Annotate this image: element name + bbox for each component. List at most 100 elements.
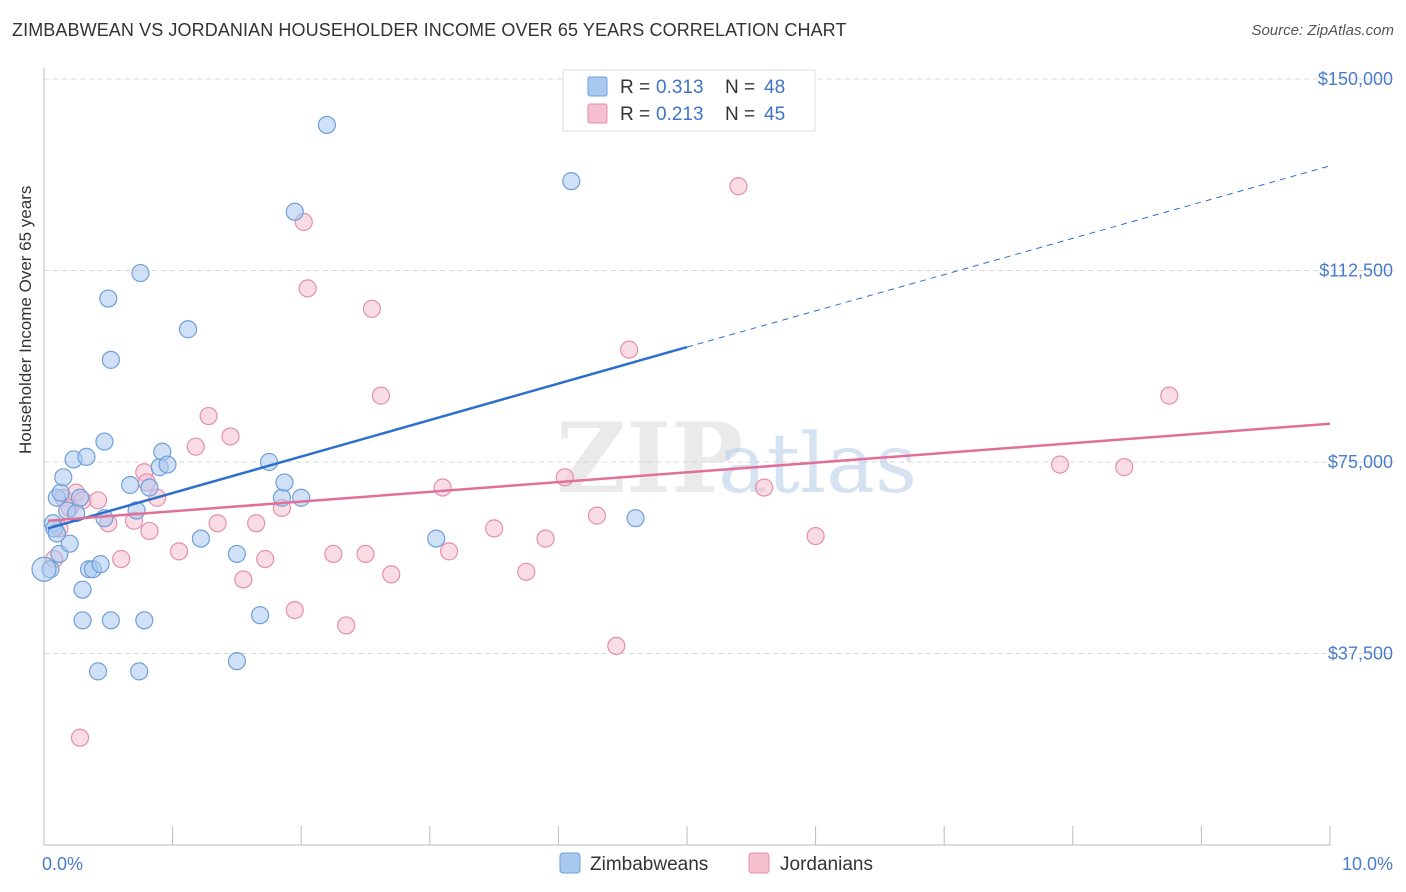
data-point bbox=[607, 636, 626, 655]
legend-r-value-1: 0.313 bbox=[656, 77, 704, 98]
trend-line-zimbabweans-extension bbox=[686, 165, 1331, 348]
data-point bbox=[186, 437, 205, 456]
data-point bbox=[70, 488, 90, 507]
data-point bbox=[158, 455, 177, 474]
axes bbox=[43, 68, 1331, 846]
data-point bbox=[31, 556, 57, 582]
data-point bbox=[130, 662, 149, 681]
data-point bbox=[88, 662, 108, 681]
watermark-atlas: atlas bbox=[718, 417, 917, 512]
bottom-legend-label-jordanians: Jordanians bbox=[780, 854, 873, 875]
data-point bbox=[101, 611, 120, 630]
data-point bbox=[275, 473, 294, 492]
data-point bbox=[51, 483, 70, 502]
legend-n-value-2: 45 bbox=[764, 104, 785, 125]
data-point bbox=[292, 488, 311, 507]
data-point bbox=[60, 534, 79, 553]
data-point bbox=[140, 521, 159, 541]
data-point bbox=[562, 172, 581, 191]
data-point bbox=[191, 529, 210, 548]
data-point bbox=[221, 427, 240, 446]
data-point bbox=[234, 570, 253, 589]
data-point bbox=[227, 652, 246, 671]
data-point bbox=[73, 580, 92, 599]
data-point bbox=[77, 447, 96, 466]
trend-line-zimbabweans bbox=[47, 345, 688, 530]
data-point bbox=[121, 475, 140, 495]
series-zimbabweans bbox=[31, 115, 645, 681]
bottom-legend-swatch-jordanians bbox=[748, 852, 770, 874]
data-point bbox=[73, 611, 92, 630]
data-point bbox=[247, 514, 266, 533]
data-point bbox=[140, 478, 159, 497]
chart-title: ZIMBABWEAN VS JORDANIAN HOUSEHOLDER INCO… bbox=[12, 20, 847, 40]
y-tick-label: $75,000 bbox=[1328, 452, 1393, 472]
data-point bbox=[227, 544, 246, 564]
data-point bbox=[371, 386, 391, 405]
tick-labels: $37,500 $75,000 $112,500 $150,000 0.0% 10.0% bbox=[42, 69, 1393, 874]
data-point bbox=[285, 600, 304, 620]
data-point bbox=[88, 491, 108, 510]
data-point bbox=[208, 514, 227, 533]
data-point bbox=[199, 406, 218, 426]
data-point bbox=[806, 526, 825, 546]
data-point bbox=[256, 549, 275, 569]
y-tick-label: $37,500 bbox=[1328, 644, 1393, 664]
trend-line-jordanians bbox=[47, 422, 1331, 522]
data-point bbox=[99, 289, 118, 308]
trend-lines bbox=[47, 165, 1331, 530]
data-point bbox=[620, 340, 639, 359]
bottom-legend: Zimbabweans Jordanians bbox=[559, 852, 873, 875]
bottom-legend-swatch-zimbabweans bbox=[559, 852, 581, 874]
legend-swatch-jordanians bbox=[587, 103, 608, 124]
legend-n-value-1: 48 bbox=[764, 77, 785, 98]
data-point bbox=[626, 509, 645, 528]
data-point bbox=[1160, 386, 1179, 405]
data-point bbox=[112, 549, 131, 569]
x-tick-label: 10.0% bbox=[1342, 854, 1393, 874]
data-point bbox=[337, 616, 356, 635]
data-point bbox=[1115, 458, 1134, 477]
x-tick-label: 0.0% bbox=[42, 854, 83, 874]
data-point bbox=[250, 606, 270, 625]
source-label: Source: ZipAtlas.com bbox=[1251, 22, 1394, 39]
y-tick-label: $150,000 bbox=[1318, 69, 1393, 89]
legend-n-label-1: N = bbox=[725, 77, 755, 98]
data-point bbox=[135, 611, 154, 630]
data-point bbox=[101, 350, 120, 369]
data-point bbox=[1050, 455, 1070, 474]
data-point bbox=[433, 478, 452, 497]
data-point bbox=[285, 202, 304, 221]
watermark: ZIP atlas bbox=[556, 402, 917, 515]
data-point bbox=[324, 544, 343, 564]
legend-r-value-2: 0.213 bbox=[656, 104, 704, 125]
bottom-legend-label-zimbabweans: Zimbabweans bbox=[590, 854, 708, 875]
data-point bbox=[517, 562, 536, 581]
data-point bbox=[729, 177, 748, 196]
data-point bbox=[356, 544, 375, 564]
data-point bbox=[587, 506, 607, 525]
legend-r-label-2: R = bbox=[620, 104, 650, 125]
legend: R = 0.313 N = 48 R = 0.213 N = 45 bbox=[562, 69, 816, 132]
y-tick-label: $112,500 bbox=[1319, 261, 1393, 281]
data-point bbox=[382, 565, 401, 584]
data-point bbox=[755, 478, 774, 497]
data-point bbox=[317, 115, 337, 135]
data-point bbox=[298, 279, 317, 298]
data-point bbox=[439, 542, 459, 561]
legend-swatch-zimbabweans bbox=[587, 76, 608, 97]
data-point bbox=[70, 728, 90, 747]
legend-n-label-2: N = bbox=[725, 104, 755, 125]
watermark-zip: ZIP bbox=[556, 402, 743, 515]
data-point bbox=[536, 529, 555, 548]
data-point bbox=[54, 468, 73, 487]
legend-r-label-1: R = bbox=[620, 77, 650, 98]
data-point bbox=[131, 263, 150, 283]
data-point bbox=[427, 529, 446, 548]
data-point bbox=[362, 299, 382, 318]
data-point bbox=[91, 555, 110, 574]
data-point bbox=[169, 542, 189, 561]
grid-lines bbox=[44, 78, 1395, 654]
data-point bbox=[95, 432, 114, 451]
